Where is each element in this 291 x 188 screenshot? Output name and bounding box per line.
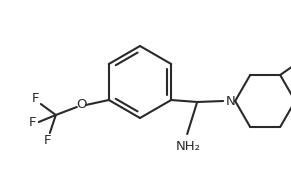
Text: NH₂: NH₂ xyxy=(176,139,201,152)
Text: F: F xyxy=(29,115,37,129)
Text: O: O xyxy=(77,99,87,111)
Text: F: F xyxy=(44,133,52,146)
Text: N: N xyxy=(225,95,235,108)
Text: F: F xyxy=(32,92,40,105)
